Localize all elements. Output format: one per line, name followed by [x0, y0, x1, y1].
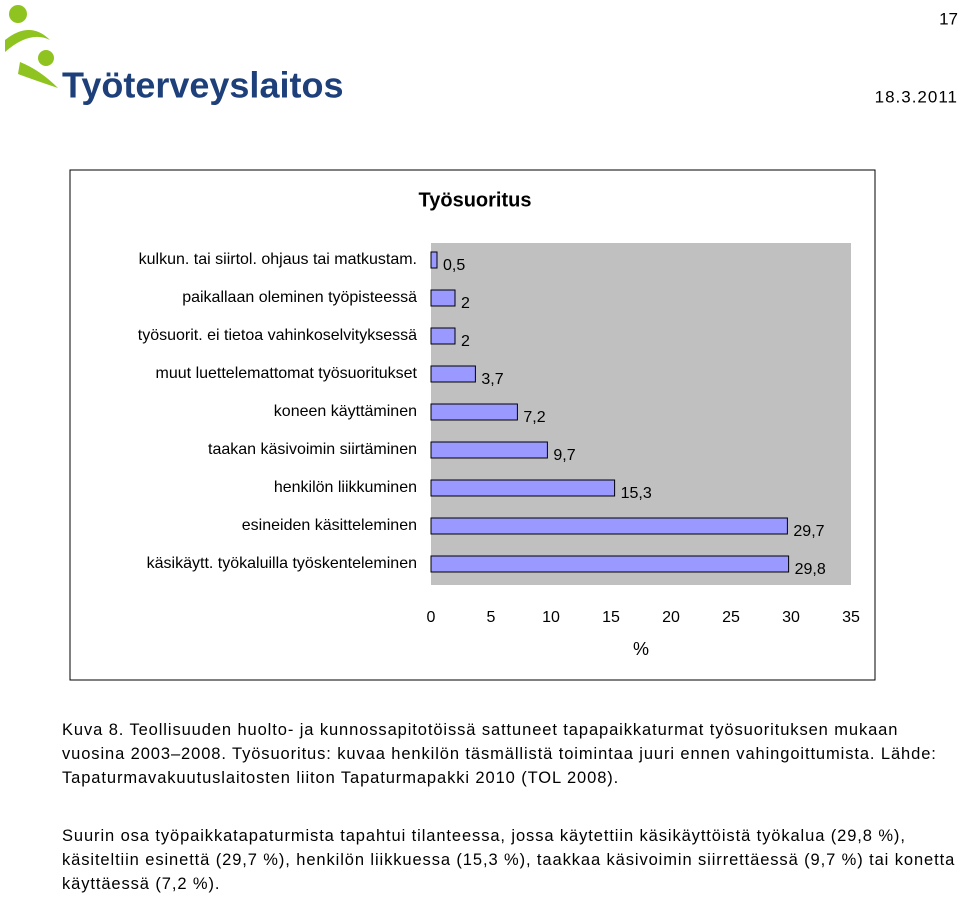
value-label: 29,8 [795, 561, 826, 578]
y-tick-label: paikallaan oleminen työpisteessä [182, 289, 417, 306]
x-axis-label: % [633, 639, 649, 659]
logo-text: Työterveyslaitos [62, 65, 343, 106]
y-tick-label: kulkun. tai siirtol. ohjaus tai matkusta… [139, 251, 417, 268]
value-label: 15,3 [621, 485, 652, 502]
value-label: 29,7 [793, 523, 824, 540]
bar [430, 289, 456, 307]
x-tick-label: 10 [542, 609, 560, 626]
value-label: 7,2 [523, 409, 545, 426]
bar [430, 517, 788, 535]
y-tick-label: henkilön liikkuminen [274, 479, 417, 496]
x-tick-label: 25 [722, 609, 740, 626]
x-tick-label: 35 [842, 609, 860, 626]
bar [430, 479, 616, 497]
logo-mark [5, 5, 58, 88]
bar [430, 327, 456, 345]
bar [430, 251, 438, 269]
value-label: 3,7 [481, 371, 503, 388]
value-label: 0,5 [443, 257, 465, 274]
y-tick-label: koneen käyttäminen [274, 403, 417, 420]
chart-title: Työsuoritus [419, 189, 532, 211]
bar [430, 403, 518, 421]
slide: Työterveyslaitos 17 18.3.2011 Työsuoritu… [5, 5, 958, 681]
x-tick-label: 30 [782, 609, 800, 626]
x-tick-label: 5 [487, 609, 496, 626]
x-tick-label: 15 [602, 609, 620, 626]
y-tick-label: esineiden käsitteleminen [242, 517, 417, 534]
body-text: Suurin osa työpaikkatapaturmista tapahtu… [62, 827, 956, 893]
bar [430, 441, 548, 459]
y-tick-label: taakan käsivoimin siirtäminen [208, 441, 417, 458]
x-tick-label: 0 [427, 609, 436, 626]
value-label: 2 [461, 333, 470, 350]
y-tick-label: muut luettelemattomat työsuoritukset [156, 365, 418, 382]
value-label: 2 [461, 295, 470, 312]
y-tick-label: käsikäytt. työkaluilla työskenteleminen [147, 555, 417, 572]
bar [430, 555, 790, 573]
date: 18.3.2011 [875, 87, 958, 106]
caption: Kuva 8. Teollisuuden huolto- ja kunnossa… [62, 721, 937, 787]
page-number: 17 [939, 9, 958, 28]
y-tick-label: työsuorit. ei tietoa vahinkoselvityksess… [138, 327, 417, 344]
x-tick-label: 20 [662, 609, 680, 626]
value-label: 9,7 [553, 447, 575, 464]
bar [430, 365, 476, 383]
